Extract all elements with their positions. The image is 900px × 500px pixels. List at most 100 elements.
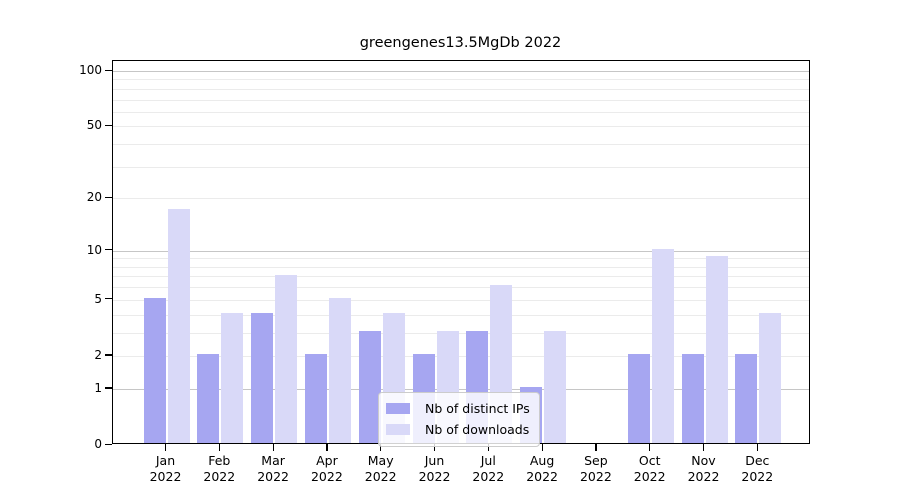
- gridline-major-100: [113, 71, 809, 72]
- x-tick-month: Jul: [480, 453, 496, 468]
- x-tick-label-aug: Aug 2022: [512, 453, 572, 485]
- gridline-minor-2: [113, 355, 809, 357]
- x-tick-month: Nov: [691, 453, 716, 468]
- x-tick-year: 2022: [687, 469, 720, 484]
- x-tick-label-oct: Oct 2022: [620, 453, 680, 485]
- x-tick-mark-sep: [595, 444, 597, 451]
- gridline-minor-9: [113, 258, 809, 260]
- x-tick-label-may: May 2022: [351, 453, 411, 485]
- x-tick-month: Dec: [745, 453, 770, 468]
- x-tick-mark-aug: [541, 444, 543, 451]
- x-tick-year: 2022: [741, 469, 774, 484]
- y-tick-label-1: 1: [94, 380, 102, 395]
- legend-label-distinct-ips: Nb of distinct IPs: [425, 401, 530, 416]
- x-tick-month: Jan: [155, 453, 176, 468]
- y-tick-label-10: 10: [86, 242, 102, 257]
- gridline-minor-7: [113, 276, 809, 278]
- x-tick-mark-oct: [649, 444, 651, 451]
- x-tick-year: 2022: [203, 469, 236, 484]
- x-tick-mark-nov: [703, 444, 705, 451]
- x-tick-mark-jun: [434, 444, 436, 451]
- gridline-minor-90: [113, 79, 809, 81]
- y-tick-mark-0: [105, 443, 112, 445]
- bar-downloads-jan: [167, 208, 190, 443]
- x-tick-year: 2022: [579, 469, 612, 484]
- x-tick-label-mar: Mar 2022: [243, 453, 303, 485]
- x-tick-month: Aug: [529, 453, 555, 468]
- gridline-minor-4: [113, 314, 809, 316]
- bar-distinct-ips-nov: [681, 353, 704, 443]
- x-tick-month: Mar: [261, 453, 285, 468]
- x-tick-label-jan: Jan 2022: [136, 453, 196, 485]
- gridline-minor-8: [113, 266, 809, 268]
- x-tick-year: 2022: [418, 469, 451, 484]
- gridline-minor-80: [113, 88, 809, 90]
- x-tick-mark-dec: [756, 444, 758, 451]
- legend-swatch-downloads: [386, 424, 410, 435]
- x-tick-label-jul: Jul 2022: [458, 453, 518, 485]
- bar-downloads-aug: [544, 330, 567, 443]
- x-tick-year: 2022: [472, 469, 505, 484]
- x-tick-mark-may: [380, 444, 382, 451]
- gridline-minor-20: [113, 198, 809, 200]
- gridline-minor-40: [113, 144, 809, 146]
- y-tick-label-50: 50: [86, 118, 102, 133]
- gridline-minor-30: [113, 166, 809, 168]
- plot-area: [112, 60, 810, 444]
- gridline-minor-50: [113, 126, 809, 128]
- y-tick-label-20: 20: [86, 190, 102, 205]
- bar-distinct-ips-apr: [304, 353, 327, 443]
- x-tick-mark-mar: [272, 444, 274, 451]
- bar-downloads-feb: [221, 312, 244, 443]
- y-tick-mark-10: [105, 249, 112, 251]
- legend-label-downloads: Nb of downloads: [425, 422, 530, 437]
- x-tick-month: Jun: [424, 453, 445, 468]
- y-tick-label-100: 100: [79, 63, 102, 77]
- x-tick-year: 2022: [633, 469, 666, 484]
- x-tick-mark-apr: [326, 444, 328, 451]
- x-tick-year: 2022: [310, 469, 343, 484]
- x-tick-label-apr: Apr 2022: [297, 453, 357, 485]
- x-tick-label-nov: Nov 2022: [674, 453, 734, 485]
- x-tick-month: Apr: [316, 453, 338, 468]
- y-tick-mark-100: [105, 69, 112, 71]
- x-tick-label-feb: Feb 2022: [189, 453, 249, 485]
- gridline-major-1: [113, 388, 809, 390]
- bar-downloads-nov: [705, 256, 728, 443]
- x-tick-month: Sep: [584, 453, 608, 468]
- y-tick-label-2: 2: [94, 347, 102, 362]
- x-tick-month: May: [367, 453, 394, 468]
- gridline-minor-5: [113, 299, 809, 301]
- x-tick-year: 2022: [364, 469, 397, 484]
- y-tick-mark-5: [105, 298, 112, 300]
- x-tick-mark-feb: [218, 444, 220, 451]
- bar-distinct-ips-may: [358, 330, 381, 443]
- x-tick-label-dec: Dec 2022: [727, 453, 787, 485]
- y-tick-mark-50: [105, 124, 112, 127]
- x-tick-mark-jul: [487, 444, 489, 451]
- gridline-minor-70: [113, 99, 809, 101]
- legend-swatch-distinct-ips: [386, 403, 410, 414]
- bar-distinct-ips-feb: [197, 353, 220, 443]
- y-tick-label-0: 0: [94, 437, 102, 451]
- bar-downloads-apr: [328, 297, 351, 443]
- y-tick-mark-20: [105, 196, 112, 198]
- legend: Nb of distinct IPs Nb of downloads: [378, 392, 540, 447]
- x-tick-month: Oct: [638, 453, 661, 468]
- bar-distinct-ips-dec: [735, 353, 758, 443]
- bar-downloads-mar: [275, 274, 298, 443]
- bar-distinct-ips-oct: [627, 353, 650, 443]
- y-tick-mark-2: [105, 354, 112, 356]
- chart-title: greengenes13.5MgDb 2022: [359, 35, 562, 51]
- y-tick-mark-1: [105, 387, 112, 389]
- bar-distinct-ips-jan: [143, 297, 166, 443]
- x-tick-year: 2022: [149, 469, 182, 484]
- legend-row-distinct-ips: Nb of distinct IPs: [386, 398, 531, 419]
- gridline-minor-3: [113, 332, 809, 334]
- legend-row-downloads: Nb of downloads: [386, 419, 531, 440]
- y-tick-label-5: 5: [94, 291, 102, 306]
- gridline-minor-60: [113, 111, 809, 113]
- x-tick-year: 2022: [526, 469, 558, 484]
- x-tick-label-sep: Sep 2022: [566, 453, 626, 485]
